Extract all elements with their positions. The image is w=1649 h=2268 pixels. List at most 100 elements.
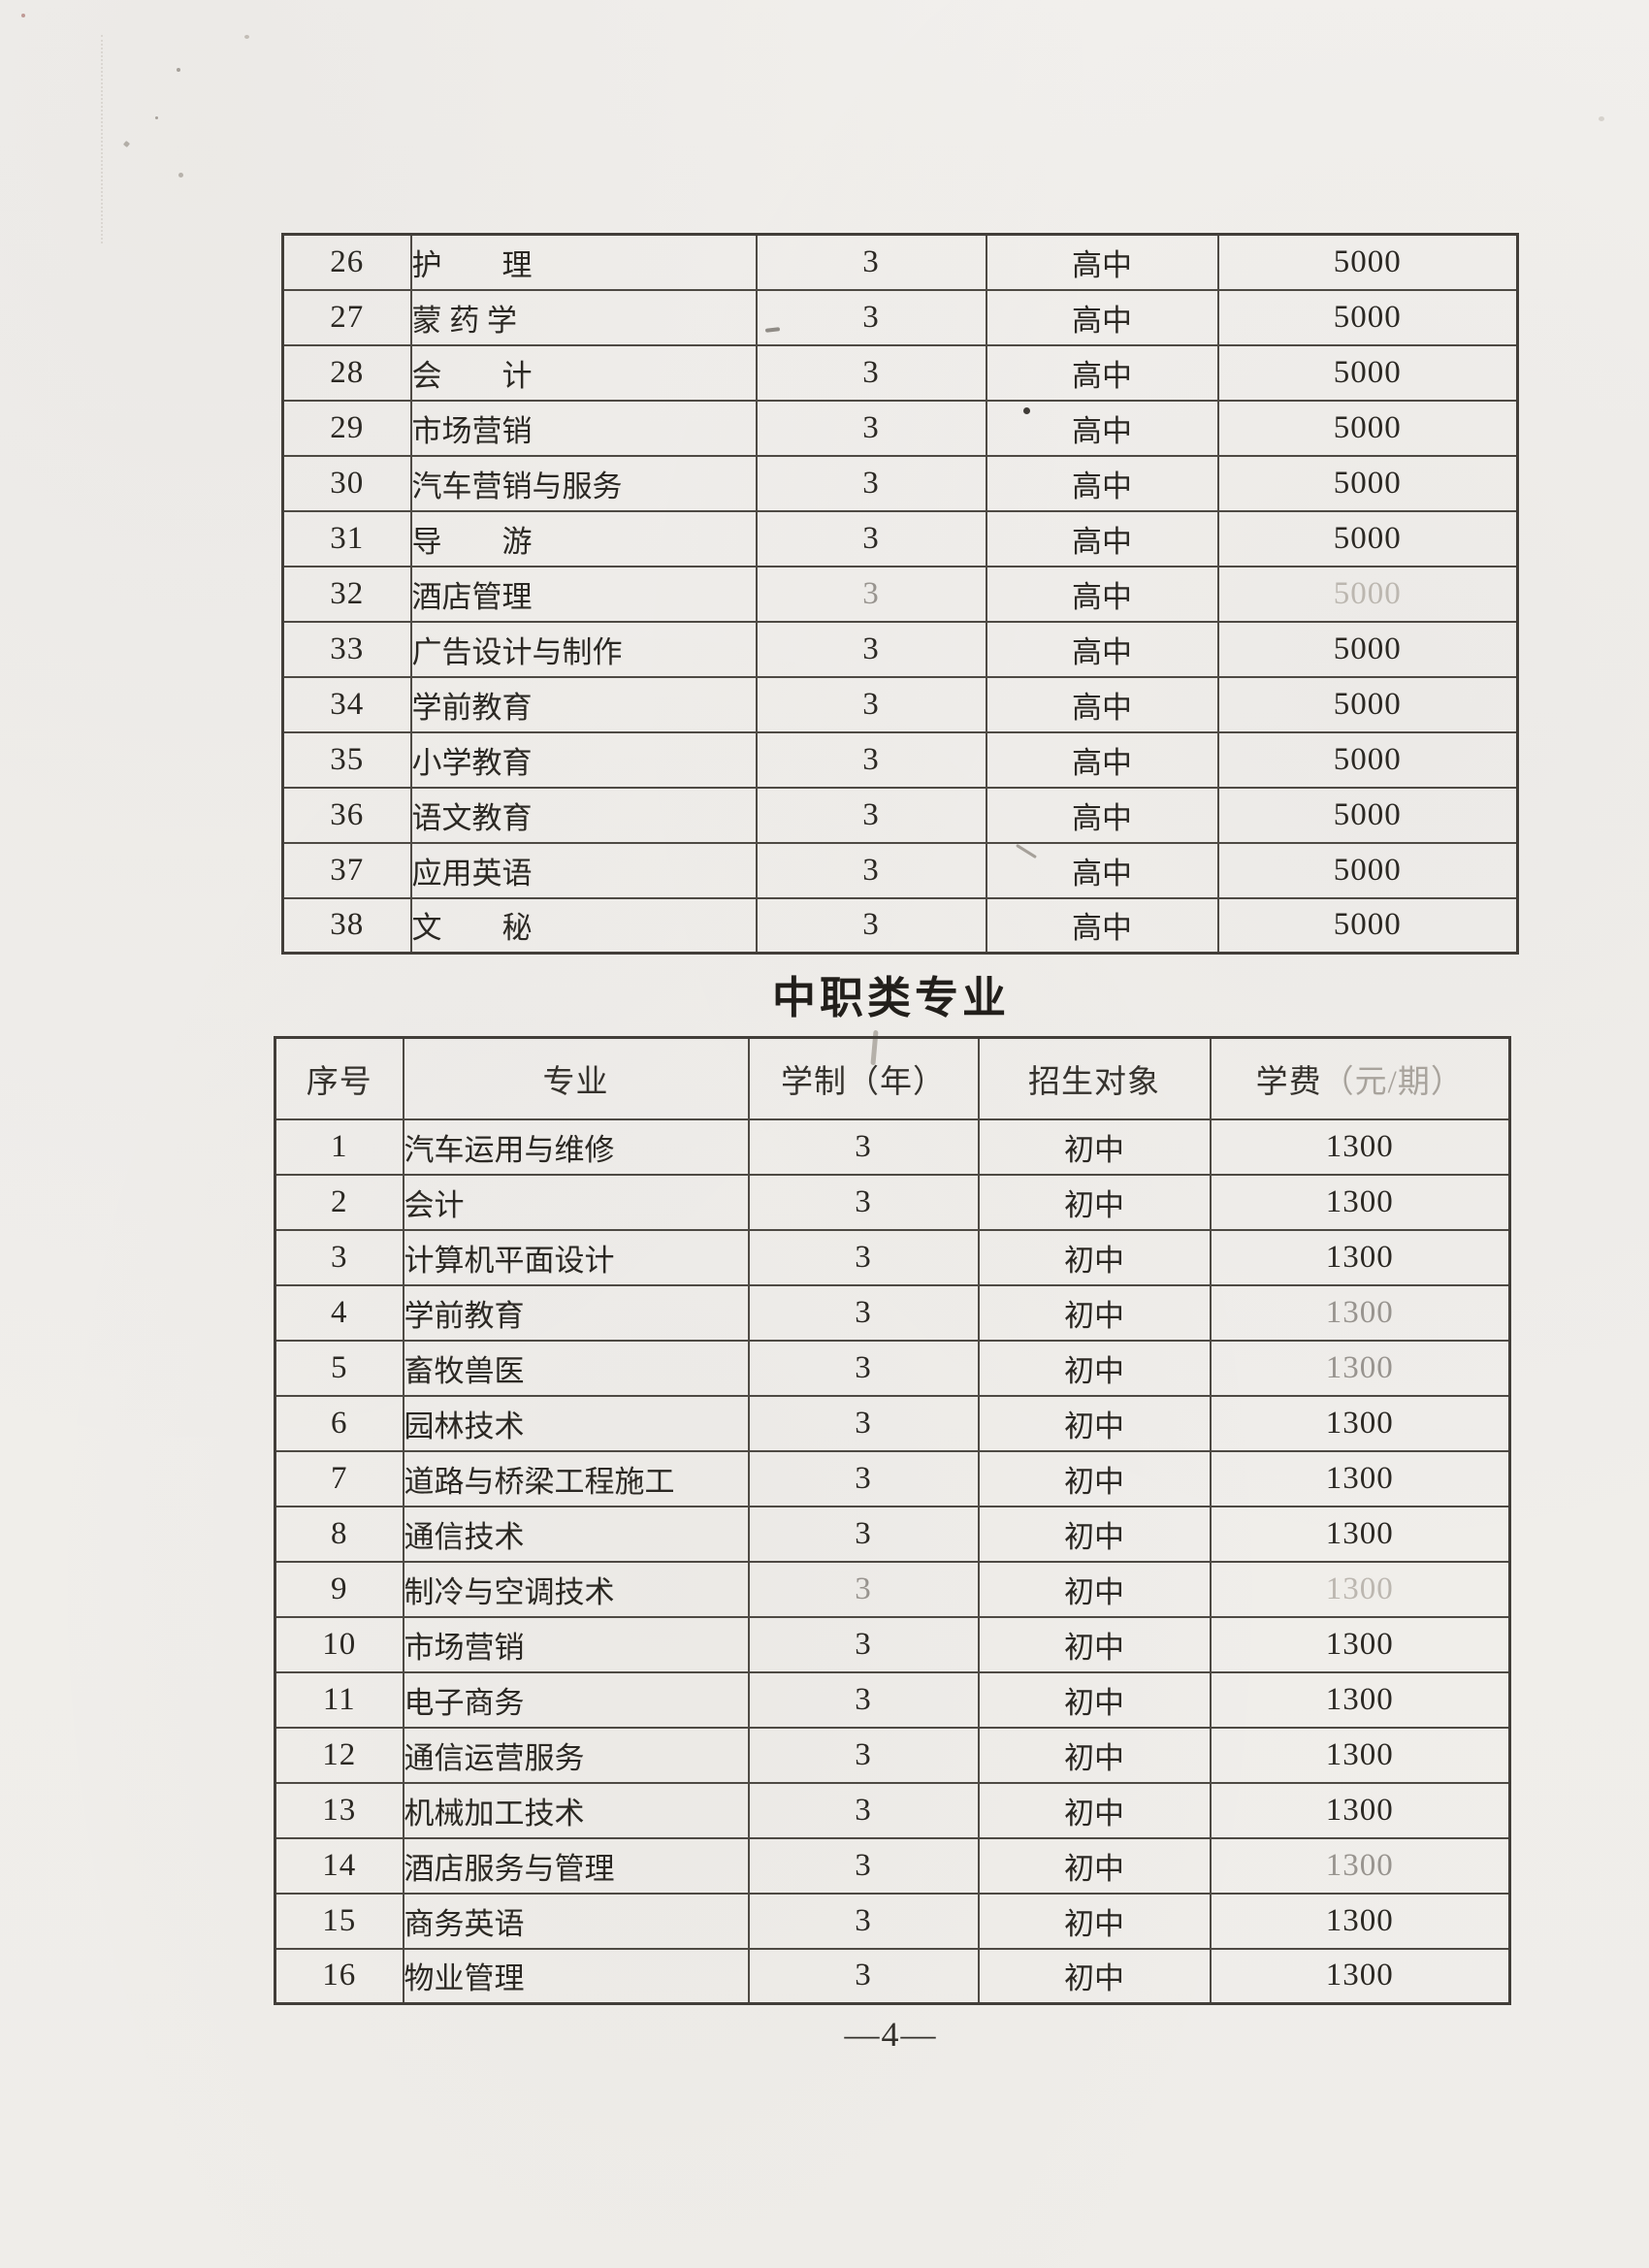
cell-target: 初中 — [977, 1836, 1212, 1895]
cell-years: 3 — [747, 1118, 980, 1176]
cell-major: 通信运营服务 — [402, 1726, 750, 1784]
cell-target: 高中 — [985, 454, 1219, 512]
cell-no: 13 — [274, 1781, 404, 1839]
cell-years: 3 — [747, 1505, 980, 1563]
cell-fee: 5000 — [1216, 565, 1519, 623]
cell-fee: 5000 — [1216, 786, 1519, 844]
table-row: 35 小学教育 3 高中 5000 — [281, 730, 1519, 789]
section-heading: 中职类专业 — [771, 974, 1010, 1022]
table-row: 15 商务英语 3 初中 1300 — [274, 1892, 1511, 1950]
cell-major: 汽车营销与服务 — [409, 454, 758, 512]
table-row: 38 文 秘 3 高中 5000 — [281, 896, 1519, 955]
cell-no: 36 — [281, 786, 412, 844]
cell-target: 初中 — [977, 1118, 1212, 1176]
cell-major: 会计 — [402, 1173, 750, 1231]
table-row: 16 物业管理 3 初中 1300 — [274, 1947, 1511, 2005]
table-row: 7 道路与桥梁工程施工 3 初中 1300 — [274, 1449, 1511, 1507]
cell-fee: 5000 — [1216, 509, 1519, 567]
cell-years: 3 — [755, 509, 987, 567]
table-row: 10 市场营销 3 初中 1300 — [274, 1615, 1511, 1673]
cell-years: 3 — [747, 1339, 980, 1397]
cell-years: 3 — [755, 786, 987, 844]
cell-target: 初中 — [977, 1173, 1212, 1231]
table-row: 4 学前教育 3 初中 1300 — [274, 1283, 1511, 1342]
cell-fee: 1300 — [1209, 1892, 1511, 1950]
cell-major: 制冷与空调技术 — [402, 1560, 750, 1618]
cell-years: 3 — [747, 1726, 980, 1784]
cell-major: 计算机平面设计 — [402, 1228, 750, 1286]
header-major: 专业 — [402, 1036, 750, 1120]
cell-target: 高中 — [985, 675, 1219, 733]
cell-years: 3 — [747, 1670, 980, 1729]
cell-fee: 1300 — [1209, 1394, 1511, 1452]
table-row: 28 会 计 3 高中 5000 — [281, 343, 1519, 402]
cell-fee: 1300 — [1209, 1947, 1511, 2005]
cell-target: 初中 — [977, 1615, 1212, 1673]
cell-fee: 1300 — [1209, 1505, 1511, 1563]
cell-no: 37 — [281, 841, 412, 899]
cell-no: 31 — [281, 509, 412, 567]
cell-fee: 1300 — [1209, 1726, 1511, 1784]
cell-major: 市场营销 — [409, 399, 758, 457]
cell-years: 3 — [747, 1560, 980, 1618]
cell-major: 应用英语 — [409, 841, 758, 899]
cell-no: 11 — [274, 1670, 404, 1729]
cell-no: 29 — [281, 399, 412, 457]
cell-target: 初中 — [977, 1449, 1212, 1507]
table-row: 6 园林技术 3 初中 1300 — [274, 1394, 1511, 1452]
cell-no: 34 — [281, 675, 412, 733]
cell-no: 28 — [281, 343, 412, 402]
cell-no: 32 — [281, 565, 412, 623]
cell-years: 3 — [755, 454, 987, 512]
cell-target: 高中 — [985, 399, 1219, 457]
cell-years: 3 — [755, 896, 987, 955]
cell-target: 高中 — [985, 288, 1219, 346]
cell-major: 文 秘 — [409, 896, 758, 955]
cell-target: 初中 — [977, 1947, 1212, 2005]
cell-years: 3 — [747, 1892, 980, 1950]
cell-major: 畜牧兽医 — [402, 1339, 750, 1397]
cell-no: 7 — [274, 1449, 404, 1507]
cell-target: 初中 — [977, 1726, 1212, 1784]
cell-fee: 5000 — [1216, 620, 1519, 678]
cell-fee: 1300 — [1209, 1615, 1511, 1673]
cell-no: 15 — [274, 1892, 404, 1950]
cell-major: 物业管理 — [402, 1947, 750, 2005]
cell-fee: 5000 — [1216, 233, 1519, 291]
table-row: 8 通信技术 3 初中 1300 — [274, 1505, 1511, 1563]
cell-years: 3 — [755, 730, 987, 789]
cell-years: 3 — [755, 233, 987, 291]
senior-track-fee-table: 26 护 理 3 高中 5000 27 蒙 药 学 3 高中 5000 28 会 计 3 高中 5000 29… — [281, 233, 1519, 955]
table-row: 36 语文教育 3 高中 5000 — [281, 786, 1519, 844]
cell-target: 高中 — [985, 841, 1219, 899]
header-fee: 学费（元/期） — [1209, 1036, 1511, 1120]
cell-target: 高中 — [985, 509, 1219, 567]
cell-major: 会 计 — [409, 343, 758, 402]
cell-target: 初中 — [977, 1339, 1212, 1397]
cell-no: 2 — [274, 1173, 404, 1231]
table-row: 32 酒店管理 3 高中 5000 — [281, 565, 1519, 623]
cell-major: 市场营销 — [402, 1615, 750, 1673]
cell-fee: 1300 — [1209, 1118, 1511, 1176]
cell-fee: 5000 — [1216, 730, 1519, 789]
cell-years: 3 — [755, 343, 987, 402]
cell-fee: 1300 — [1209, 1781, 1511, 1839]
cell-fee: 1300 — [1209, 1670, 1511, 1729]
table-header-row: 序号 专业 学制（年） 招生对象 学费（元/期） — [274, 1036, 1511, 1120]
vocational-track-fee-table: 序号 专业 学制（年） 招生对象 学费（元/期） 1 汽车运用与维修 3 初中 1300… — [274, 1036, 1511, 2005]
table-row: 13 机械加工技术 3 初中 1300 — [274, 1781, 1511, 1839]
cell-years: 3 — [755, 399, 987, 457]
cell-fee: 1300 — [1209, 1449, 1511, 1507]
scan-speck — [21, 14, 25, 17]
scan-speck — [178, 173, 183, 178]
cell-no: 10 — [274, 1615, 404, 1673]
cell-major: 汽车运用与维修 — [402, 1118, 750, 1176]
cell-major: 商务英语 — [402, 1892, 750, 1950]
cell-fee: 5000 — [1216, 841, 1519, 899]
cell-major: 机械加工技术 — [402, 1781, 750, 1839]
cell-fee: 1300 — [1209, 1560, 1511, 1618]
cell-major: 护 理 — [409, 233, 758, 291]
cell-no: 9 — [274, 1560, 404, 1618]
cell-years: 3 — [755, 841, 987, 899]
